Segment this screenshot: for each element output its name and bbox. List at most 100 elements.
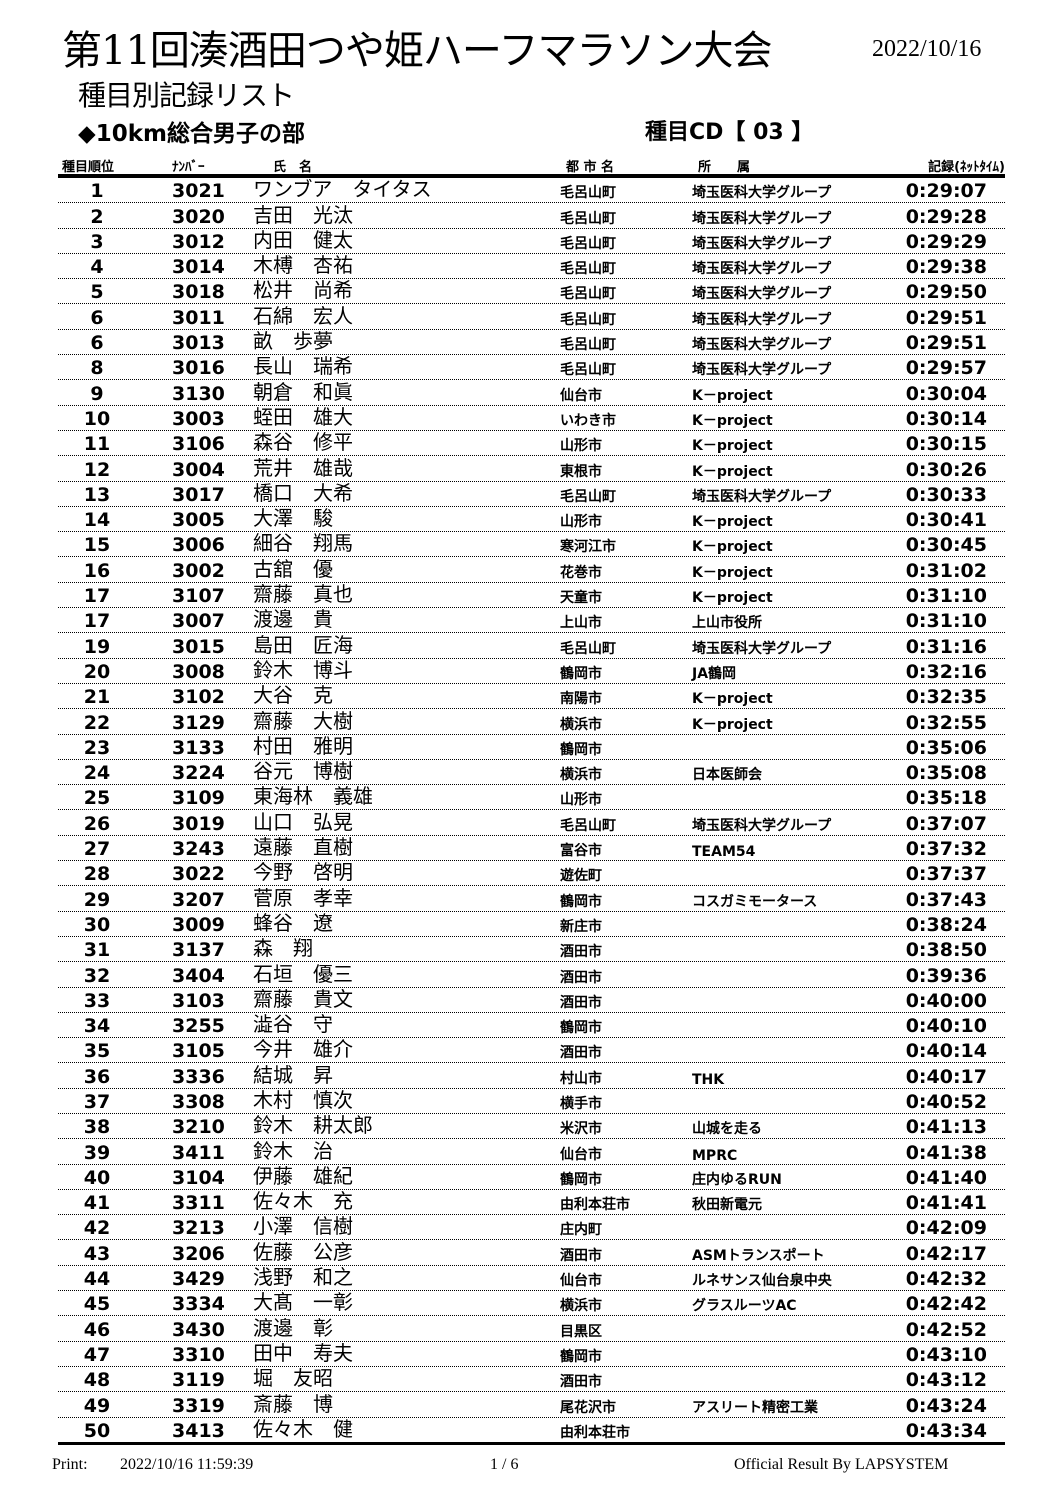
cell-name: 今井 雄介	[253, 1037, 353, 1062]
cell-number: 3319	[172, 1394, 225, 1417]
cell-number: 3310	[172, 1343, 225, 1366]
cell-name: 大髙 一彰	[253, 1290, 353, 1315]
cell-city: 酒田市	[560, 944, 602, 961]
cell-affiliation: 埼玉医科大学グループ	[692, 235, 832, 252]
table-row: 38 3210 鈴木 耕太郎 米沢市 山城を走る 0:41:13	[58, 1113, 1005, 1140]
table-row: 35 3105 今井 雄介 酒田市 0:40:14	[58, 1037, 1005, 1064]
cell-number: 3308	[172, 1090, 225, 1113]
cell-name: 渡邊 彰	[253, 1315, 333, 1340]
table-row: 45 3334 大髙 一彰 横浜市 グラスルーツAC 0:42:42	[58, 1290, 1005, 1317]
cell-number: 3105	[172, 1040, 225, 1063]
cell-city: 横手市	[560, 1095, 602, 1112]
cell-time: 0:37:37	[905, 863, 987, 886]
cell-time: 0:31:10	[905, 585, 987, 608]
cell-name: 細谷 翔馬	[253, 531, 353, 556]
cell-name: 木村 慎次	[253, 1087, 353, 1112]
table-row: 4 3014 木榑 杏祐 毛呂山町 埼玉医科大学グループ 0:29:38	[58, 253, 1005, 280]
cell-rank: 41	[83, 1192, 111, 1215]
cell-city: 山形市	[560, 792, 602, 809]
cell-city: 鶴岡市	[560, 893, 602, 910]
table-row: 10 3003 蛭田 雄大 いわき市 K－project 0:30:14	[58, 405, 1005, 431]
cell-time: 0:30:26	[905, 458, 987, 481]
cell-number: 3007	[172, 610, 225, 633]
cell-city: 山形市	[560, 514, 602, 531]
cell-name: 村田 雅明	[253, 733, 353, 758]
cell-rank: 38	[83, 1116, 111, 1139]
column-affiliation: 所 属	[698, 160, 751, 175]
cell-city: 富谷市	[560, 843, 602, 860]
table-row: 9 3130 朝倉 和眞 仙台市 K－project 0:30:04	[58, 380, 1005, 406]
cell-time: 0:30:04	[905, 382, 987, 405]
cell-name: 澁谷 守	[253, 1012, 333, 1037]
table-row: 23 3133 村田 雅明 鶴岡市 0:35:06	[58, 734, 1005, 760]
table-row: 17 3107 齋藤 真也 天童市 K－project 0:31:10	[58, 582, 1005, 609]
cell-number: 3404	[172, 964, 225, 987]
cell-rank: 14	[83, 509, 111, 532]
cell-name: 齋藤 大樹	[253, 708, 353, 733]
cell-city: 毛呂山町	[560, 210, 616, 227]
cell-time: 0:41:41	[905, 1192, 987, 1215]
cell-city: 毛呂山町	[560, 362, 616, 379]
cell-name: 浅野 和之	[253, 1265, 353, 1290]
cell-affiliation: K－project	[692, 387, 773, 404]
cell-rank: 23	[83, 736, 111, 759]
cell-city: 目黒区	[560, 1323, 602, 1340]
cell-city: 庄内町	[560, 1222, 602, 1239]
cell-city: 由利本荘市	[560, 1197, 630, 1214]
cell-number: 3243	[172, 838, 225, 861]
cell-city: 毛呂山町	[560, 311, 616, 328]
cell-time: 0:43:24	[905, 1394, 987, 1417]
cell-affiliation: TEAM54	[692, 844, 756, 861]
cell-number: 3109	[172, 787, 225, 810]
cell-affiliation: 埼玉医科大学グループ	[692, 817, 832, 834]
cell-time: 0:37:07	[905, 812, 987, 835]
cell-city: 仙台市	[560, 387, 602, 404]
cell-time: 0:35:06	[905, 736, 987, 759]
cell-time: 0:31:02	[905, 559, 987, 582]
cell-city: 鶴岡市	[560, 1348, 602, 1365]
cell-city: 毛呂山町	[560, 337, 616, 354]
cell-rank: 35	[83, 1040, 111, 1063]
cell-city: 鶴岡市	[560, 1171, 602, 1188]
event-date: 2022/10/16	[872, 36, 982, 62]
cell-name: 森谷 修平	[253, 430, 353, 455]
cell-time: 0:29:51	[905, 306, 987, 329]
cell-name: 鈴木 治	[253, 1138, 333, 1163]
cell-number: 3129	[172, 711, 225, 734]
cell-rank: 8	[90, 357, 104, 380]
cell-city: 横浜市	[560, 716, 602, 733]
cell-city: 鶴岡市	[560, 1020, 602, 1037]
cell-rank: 11	[83, 433, 111, 456]
cell-city: 東根市	[560, 463, 602, 480]
cell-name: 今野 啓明	[253, 860, 353, 885]
cell-time: 0:38:50	[905, 939, 987, 962]
cell-city: 酒田市	[560, 1374, 602, 1391]
cell-rank: 44	[83, 1268, 111, 1291]
cell-affiliation: K－project	[692, 564, 773, 581]
table-row: 2 3020 吉田 光汰 毛呂山町 埼玉医科大学グループ 0:29:28	[58, 203, 1005, 229]
table-row: 22 3129 齋藤 大樹 横浜市 K－project 0:32:55	[58, 709, 1005, 735]
cell-rank: 40	[83, 1166, 111, 1189]
cell-affiliation: ルネサンス仙台泉中央	[692, 1273, 832, 1290]
column-city: 都 市 名	[566, 160, 615, 175]
cell-time: 0:29:38	[905, 256, 987, 279]
cell-number: 3018	[172, 281, 225, 304]
cell-name: 朝倉 和眞	[253, 379, 353, 404]
cell-name: 佐々木 充	[253, 1189, 353, 1214]
cell-affiliation: 秋田新電元	[692, 1197, 762, 1214]
cell-number: 3334	[172, 1293, 225, 1316]
cell-time: 0:42:42	[905, 1293, 987, 1316]
table-row: 44 3429 浅野 和之 仙台市 ルネサンス仙台泉中央 0:42:32	[58, 1265, 1005, 1292]
cell-city: 米沢市	[560, 1121, 602, 1138]
table-row: 50 3413 佐々木 健 由利本荘市 0:43:34	[58, 1417, 1005, 1445]
cell-city: 毛呂山町	[560, 488, 616, 505]
table-row: 11 3106 森谷 修平 山形市 K－project 0:30:15	[58, 430, 1005, 457]
cell-city: 新庄市	[560, 918, 602, 935]
cell-affiliation: 上山市役所	[692, 615, 762, 632]
cell-rank: 24	[83, 762, 111, 785]
cell-name: 斎藤 博	[253, 1391, 333, 1416]
table-row: 24 3224 谷元 博樹 横浜市 日本医師会 0:35:08	[58, 759, 1005, 786]
cell-city: 毛呂山町	[560, 817, 616, 834]
table-row: 49 3319 斎藤 博 尾花沢市 アスリート精密工業 0:43:24	[58, 1392, 1005, 1418]
table-row: 40 3104 伊藤 雄紀 鶴岡市 庄内ゆるRUN 0:41:40	[58, 1164, 1005, 1190]
